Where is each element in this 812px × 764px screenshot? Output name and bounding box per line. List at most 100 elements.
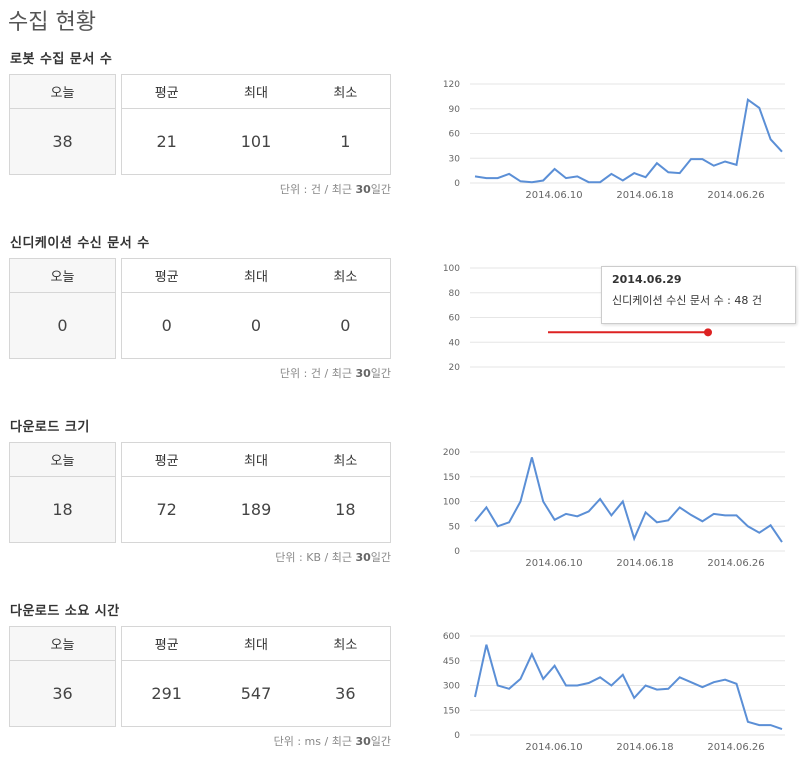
series-line — [474, 97, 783, 184]
unit-days: 30 — [355, 551, 371, 564]
section-title: 다운로드 크기 — [10, 420, 90, 435]
y-tick-label: 150 — [443, 706, 460, 716]
avg-label: 평균 — [154, 454, 179, 469]
today-label: 오늘 — [50, 86, 75, 101]
unit-suffix: / 최근 — [321, 367, 356, 380]
max-value: 101 — [240, 132, 272, 151]
unit-prefix: 단위 : — [273, 735, 305, 748]
y-tick-label: 450 — [443, 657, 460, 667]
unit-prefix: 단위 : — [279, 367, 311, 380]
today-value: 38 — [52, 132, 73, 151]
unit-days-suffix: 일간 — [370, 183, 391, 196]
unit-days-suffix: 일간 — [370, 551, 391, 564]
y-tick-label: 100 — [443, 264, 460, 274]
avg-label: 평균 — [154, 86, 179, 101]
unit-days: 30 — [355, 735, 371, 748]
today-value: 0 — [57, 316, 68, 335]
page-title: 수집 현황 — [8, 10, 96, 35]
y-tick-label: 100 — [443, 498, 460, 508]
avg-value: 72 — [156, 500, 177, 519]
unit-note: 단위 : KB / 최근 30일간 — [275, 549, 391, 565]
unit-prefix: 단위 : — [275, 551, 307, 564]
y-tick-label: 120 — [443, 80, 460, 90]
unit-value: 건 — [310, 367, 321, 380]
unit-value: KB — [306, 551, 321, 564]
today-label: 오늘 — [50, 270, 75, 285]
stats-box: 평균 최대 최소 0 0 0 — [121, 258, 391, 359]
x-tick-label: 2014.06.18 — [616, 742, 673, 753]
avg-value: 0 — [161, 316, 172, 335]
unit-value: ms — [304, 735, 321, 748]
today-box: 오늘 36 — [9, 626, 116, 727]
y-tick-label: 50 — [449, 522, 461, 532]
highlight-point[interactable] — [704, 328, 712, 337]
y-tick-label: 60 — [449, 130, 461, 140]
stats-box: 평균 최대 최소 21 101 1 — [121, 74, 391, 175]
y-tick-label: 80 — [449, 289, 461, 299]
y-tick-label: 0 — [454, 179, 460, 189]
x-tick-label: 2014.06.18 — [616, 558, 673, 569]
today-value: 36 — [52, 684, 73, 703]
avg-value: 21 — [156, 132, 177, 151]
unit-prefix: 단위 : — [279, 183, 311, 196]
line-chart: 0 50 100 150 200 2014.06.10 2014.06.18 2014.06.… — [443, 448, 785, 569]
section-title: 신디케이션 수신 문서 수 — [10, 236, 150, 251]
y-tick-label: 60 — [449, 314, 461, 324]
unit-days: 30 — [355, 183, 371, 196]
max-value: 547 — [240, 684, 272, 703]
unit-days-suffix: 일간 — [370, 735, 391, 748]
y-tick-label: 600 — [443, 632, 460, 642]
y-tick-label: 90 — [449, 105, 461, 115]
min-value: 0 — [340, 316, 351, 335]
unit-note: 단위 : ms / 최근 30일간 — [274, 733, 391, 749]
today-label: 오늘 — [50, 638, 75, 653]
min-value: 36 — [335, 684, 356, 703]
avg-value: 291 — [151, 684, 182, 703]
today-box: 오늘 0 — [9, 258, 116, 359]
today-label: 오늘 — [50, 454, 75, 469]
x-tick-label: 2014.06.26 — [707, 190, 764, 201]
series-line — [474, 457, 783, 543]
min-value: 18 — [335, 500, 356, 519]
avg-label: 평균 — [154, 638, 179, 653]
min-label: 최소 — [333, 454, 358, 469]
max-label: 최대 — [244, 638, 268, 653]
unit-suffix: / 최근 — [321, 183, 356, 196]
line-chart: 0 30 60 90 120 2014.06.10 2014.06.18 2014.06.26 — [443, 80, 785, 201]
y-tick-label: 20 — [449, 363, 461, 373]
section-1: 로봇 수집 문서 수 오늘 38 평균 최대 최소 21 101 1 단위 : 건 / 최근 30… — [0, 48, 812, 232]
unit-value: 건 — [310, 183, 321, 196]
y-tick-label: 30 — [449, 154, 461, 164]
tooltip-date: 2014.06.29 — [612, 273, 682, 286]
unit-days-suffix: 일간 — [370, 367, 391, 380]
x-tick-label: 2014.06.18 — [616, 190, 673, 201]
today-box: 오늘 38 — [9, 74, 116, 175]
x-tick-label: 2014.06.10 — [525, 742, 582, 753]
section-3: 다운로드 크기 오늘 18 평균 최대 최소 72 189 18 단위 : KB / 최근 30일… — [0, 416, 812, 600]
y-tick-label: 300 — [443, 682, 460, 692]
unit-note: 단위 : 건 / 최근 30일간 — [280, 365, 391, 381]
stats-box: 평균 최대 최소 72 189 18 — [121, 442, 391, 543]
x-tick-label: 2014.06.10 — [525, 558, 582, 569]
min-label: 최소 — [333, 638, 358, 653]
line-chart: 20 40 60 80 100 — [443, 264, 785, 373]
y-tick-label: 150 — [443, 473, 460, 483]
unit-suffix: / 최근 — [321, 551, 356, 564]
unit-days: 30 — [355, 367, 371, 380]
max-label: 최대 — [244, 86, 268, 101]
unit-note: 단위 : 건 / 최근 30일간 — [280, 181, 391, 197]
section-title: 다운로드 소요 시간 — [10, 604, 120, 619]
y-tick-label: 200 — [443, 448, 460, 458]
max-label: 최대 — [244, 270, 268, 285]
y-tick-label: 40 — [449, 338, 461, 348]
max-value: 0 — [250, 316, 262, 335]
unit-suffix: / 최근 — [321, 735, 356, 748]
x-tick-label: 2014.06.26 — [707, 742, 764, 753]
x-tick-label: 2014.06.26 — [707, 558, 764, 569]
tooltip-value: 신디케이션 수신 문서 수 : 48 건 — [612, 294, 763, 307]
section-title: 로봇 수집 문서 수 — [10, 52, 113, 67]
line-chart: 0 150 300 450 600 2014.06.10 2014.06.18 2014.06… — [443, 632, 785, 753]
chart-tooltip: 2014.06.29 신디케이션 수신 문서 수 : 48 건 — [601, 266, 796, 324]
min-value: 1 — [340, 132, 351, 151]
